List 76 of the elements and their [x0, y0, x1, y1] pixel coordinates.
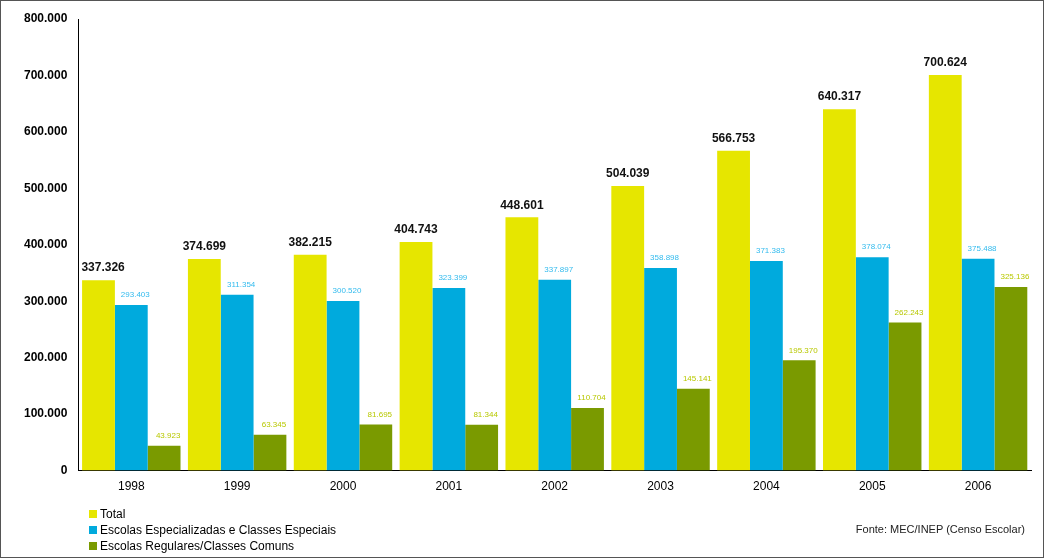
bar	[82, 280, 115, 471]
bar	[432, 288, 466, 471]
x-tick-label: 2004	[753, 479, 781, 494]
bar	[644, 268, 677, 471]
x-tick-label: 2003	[647, 479, 675, 494]
bar	[220, 294, 254, 471]
y-tick-label: 800.000	[23, 11, 68, 26]
data-label: 63.345	[261, 420, 287, 430]
x-tick-label: 1999	[223, 479, 251, 494]
x-tick-label: 1998	[117, 479, 145, 494]
y-tick-label: 200.000	[23, 350, 68, 365]
bar	[676, 388, 710, 471]
data-label: 195.370	[788, 345, 819, 355]
bar	[717, 150, 750, 471]
legend-label: Escolas Especializadas e Classes Especiais	[100, 522, 337, 538]
bar	[749, 260, 783, 471]
bar	[293, 254, 327, 471]
bar	[928, 75, 962, 471]
y-tick-label: 100.000	[23, 406, 68, 421]
data-label: 110.704	[577, 393, 607, 403]
data-label: 81.695	[367, 409, 393, 419]
data-label: 293.403	[120, 290, 151, 300]
y-tick-label: 0	[60, 462, 68, 477]
bar	[782, 360, 816, 471]
bar	[399, 242, 433, 471]
bar	[114, 304, 148, 471]
source-note: Fonte: MEC/INEP (Censo Escolar)	[855, 523, 1025, 535]
y-tick-label: 400.000	[23, 237, 68, 252]
bar	[253, 434, 287, 471]
bar	[823, 109, 856, 471]
data-label: 262.243	[894, 307, 925, 317]
bar	[888, 322, 922, 471]
bar	[538, 279, 572, 471]
data-label: 323.399	[438, 273, 468, 283]
data-label: 375.488	[967, 243, 998, 253]
x-tick-label: 2002	[541, 479, 569, 494]
y-tick-label: 300.000	[23, 293, 68, 308]
data-label: 566.753	[711, 130, 756, 145]
y-tick-label: 600.000	[23, 124, 68, 139]
data-label: 337.326	[81, 260, 126, 275]
data-label: 374.699	[182, 239, 227, 254]
data-label: 300.520	[332, 286, 362, 296]
y-tick-label: 700.000	[23, 67, 68, 82]
bar	[187, 259, 221, 471]
x-tick-label: 2000	[329, 479, 357, 494]
bar	[855, 257, 889, 471]
bar	[359, 424, 393, 471]
data-label: 382.215	[288, 235, 333, 250]
bar	[326, 300, 360, 471]
data-label: 404.743	[394, 222, 439, 237]
data-label: 43.923	[155, 431, 181, 441]
data-label: 325.136	[1000, 272, 1030, 282]
legend-label: Total	[100, 506, 126, 522]
x-tick-label: 2005	[858, 479, 886, 494]
bar	[611, 186, 645, 471]
x-tick-label: 2006	[964, 479, 992, 494]
data-label: 371.383	[755, 246, 786, 256]
bar	[465, 424, 499, 471]
data-label: 337.897	[544, 265, 574, 275]
x-tick-label: 2001	[435, 479, 463, 494]
bar	[147, 445, 181, 471]
data-label: 700.624	[923, 55, 968, 70]
data-label: 311.354	[226, 280, 256, 290]
legend-label: Escolas Regulares/Classes Comuns	[100, 538, 295, 554]
data-label: 640.317	[817, 89, 862, 104]
data-label: 378.074	[861, 242, 892, 252]
data-label: 145.141	[682, 373, 713, 383]
data-label: 358.898	[650, 253, 680, 263]
data-label: 81.344	[473, 409, 499, 419]
bar	[961, 258, 995, 471]
data-label: 448.601	[500, 197, 544, 212]
bar	[571, 408, 604, 471]
bar	[994, 287, 1028, 471]
y-tick-label: 500.000	[23, 180, 68, 195]
data-label: 504.039	[606, 166, 650, 181]
bar	[505, 217, 539, 471]
